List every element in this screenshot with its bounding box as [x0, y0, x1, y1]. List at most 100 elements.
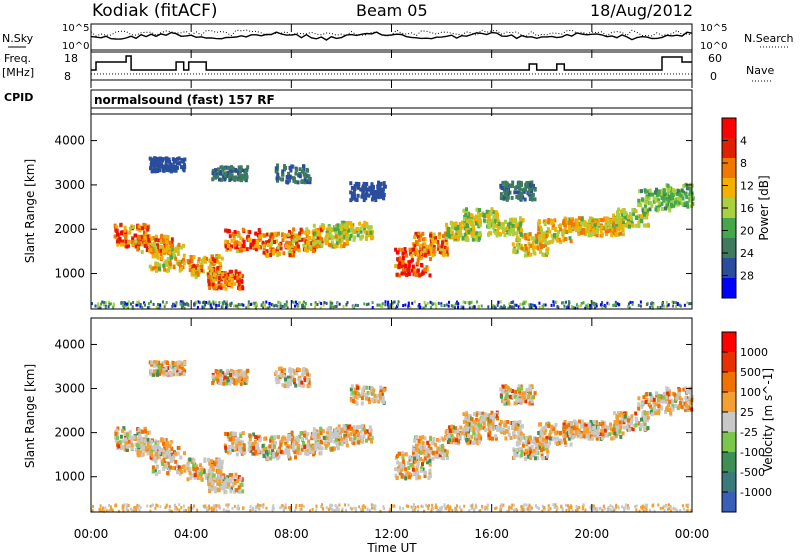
data-cell [465, 228, 469, 233]
data-cell [625, 222, 629, 227]
data-cell [175, 157, 179, 162]
data-cell [217, 285, 221, 290]
data-cell [652, 402, 656, 407]
ground-cell [612, 303, 615, 307]
data-cell [459, 222, 463, 227]
data-cell [402, 268, 405, 273]
data-cell [532, 453, 536, 457]
data-cell [441, 234, 445, 239]
data-cell [421, 270, 425, 275]
ground-cell [171, 304, 174, 308]
ground-cell [631, 302, 634, 306]
ground-cell [107, 305, 110, 309]
data-cell [667, 198, 671, 203]
colorbar-swatch [722, 178, 736, 199]
data-cell [146, 451, 150, 456]
data-cell [511, 389, 514, 394]
data-cell [615, 220, 618, 225]
data-cell [368, 187, 372, 192]
data-cell [477, 236, 481, 241]
data-cell [517, 245, 521, 250]
data-cell [318, 232, 322, 237]
data-cell [295, 241, 299, 246]
data-cell [162, 168, 166, 173]
data-cell [616, 210, 619, 215]
ground-cell [522, 306, 525, 310]
data-cell [684, 192, 688, 197]
data-cell [156, 243, 159, 248]
data-cell [410, 253, 414, 258]
data-cell [550, 437, 554, 442]
data-cell [596, 230, 600, 235]
data-cell [229, 489, 233, 494]
data-cell [337, 424, 341, 429]
data-cell [339, 244, 343, 249]
data-cell [180, 366, 184, 371]
data-cell [603, 433, 607, 438]
data-cell [229, 431, 233, 436]
data-cell [192, 467, 196, 471]
data-cell [350, 185, 354, 190]
data-cell [675, 395, 679, 400]
data-cell [501, 180, 505, 185]
data-cell [223, 171, 227, 176]
ground-cell [302, 305, 305, 309]
data-cell [192, 464, 195, 469]
data-cell [640, 404, 644, 409]
data-cell [302, 441, 306, 446]
data-cell [223, 271, 227, 275]
data-cell [237, 177, 241, 182]
data-cell [441, 240, 444, 245]
data-cell [528, 400, 532, 405]
data-cell [379, 194, 383, 199]
data-cell [121, 439, 124, 444]
data-cell [577, 216, 581, 221]
data-cell [425, 460, 429, 465]
ground-cell [273, 304, 276, 308]
data-cell [195, 467, 199, 472]
data-cell [172, 168, 176, 173]
data-cell [287, 250, 291, 255]
data-cell [165, 448, 169, 453]
data-cell [466, 441, 470, 446]
data-cell [516, 242, 519, 247]
data-cell [276, 163, 280, 168]
data-cell [522, 189, 526, 194]
data-cell [228, 234, 232, 239]
data-cell [610, 233, 614, 238]
ground-cell [576, 306, 579, 310]
data-cell [352, 237, 356, 242]
ground-cell [208, 300, 211, 304]
data-cell [617, 207, 621, 212]
data-cell [531, 243, 535, 248]
ground-cell [593, 303, 596, 307]
data-cell [176, 251, 180, 256]
data-cell [333, 446, 337, 451]
data-cell [454, 226, 457, 231]
data-cell [435, 450, 439, 455]
data-cell [526, 181, 529, 185]
ground-cell [112, 305, 115, 309]
data-cell [534, 233, 538, 238]
ground-cell [616, 302, 619, 306]
data-cell [167, 157, 171, 162]
ground-cell [322, 303, 325, 307]
ground-cell [563, 304, 566, 308]
ground-cell [418, 302, 421, 306]
ground-cell [302, 302, 305, 306]
ground-cell [157, 306, 160, 310]
data-cell [332, 235, 336, 240]
data-cell [536, 450, 540, 455]
nave-label: Nave [746, 64, 774, 77]
data-cell [621, 228, 625, 232]
data-cell [183, 361, 187, 366]
data-cell [289, 168, 293, 173]
data-cell [678, 197, 682, 202]
data-cell [270, 441, 274, 446]
data-cell [499, 183, 503, 188]
ground-cell [325, 301, 328, 305]
data-cell [257, 228, 261, 232]
data-cell [467, 226, 470, 231]
data-cell [203, 259, 207, 264]
data-cell [160, 164, 164, 169]
